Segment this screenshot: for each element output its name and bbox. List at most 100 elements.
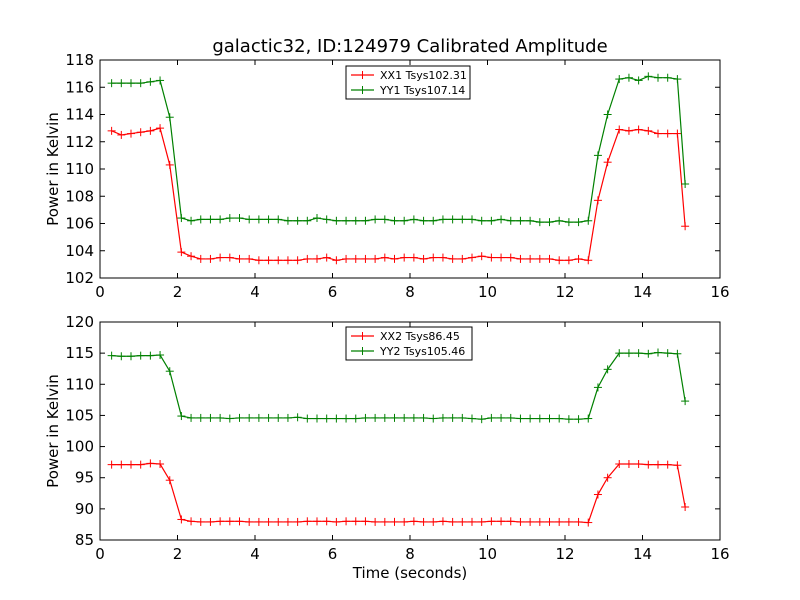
- x-tick-label: 0: [95, 545, 105, 563]
- y-axis-label: Power in Kelvin: [44, 112, 62, 226]
- data-point: [574, 517, 583, 526]
- data-point: [303, 517, 312, 526]
- x-tick-label: 14: [633, 283, 652, 301]
- data-point: [165, 113, 174, 122]
- data-point: [351, 216, 360, 225]
- data-point: [603, 365, 612, 374]
- data-point: [516, 517, 525, 526]
- data-point: [390, 517, 399, 526]
- data-point: [429, 517, 438, 526]
- data-point: [216, 413, 225, 422]
- data-point: [438, 413, 447, 422]
- data-point: [526, 254, 535, 263]
- legend-item: YY2 Tsys105.46: [351, 345, 465, 358]
- data-point: [322, 215, 331, 224]
- y-tick-label: 112: [65, 133, 94, 151]
- data-point: [332, 414, 341, 423]
- legend-item: XX1 Tsys102.31: [351, 69, 467, 82]
- data-point: [555, 216, 564, 225]
- data-point: [487, 216, 496, 225]
- data-point: [361, 254, 370, 263]
- data-point: [177, 412, 186, 421]
- data-point: [254, 215, 263, 224]
- x-tick-label: 4: [250, 545, 260, 563]
- data-point: [681, 502, 690, 511]
- data-point: [409, 253, 418, 262]
- data-point: [371, 517, 380, 526]
- data-point: [390, 216, 399, 225]
- data-point: [254, 413, 263, 422]
- y-tick-label: 104: [65, 242, 94, 260]
- data-point: [146, 351, 155, 360]
- data-point: [644, 72, 653, 81]
- data-point: [206, 215, 215, 224]
- legend: XX2 Tsys86.45 YY2 Tsys105.46: [345, 326, 473, 361]
- data-point: [322, 253, 331, 262]
- data-point: [487, 517, 496, 526]
- data-point: [117, 352, 126, 361]
- data-point: [303, 216, 312, 225]
- y-tick-label: 95: [75, 469, 94, 487]
- data-point: [293, 256, 302, 265]
- data-point: [615, 125, 624, 134]
- data-point: [264, 413, 273, 422]
- data-point: [254, 517, 263, 526]
- data-point: [156, 351, 165, 360]
- data-point: [264, 256, 273, 265]
- data-point: [419, 517, 428, 526]
- y-tick-label: 115: [65, 344, 94, 362]
- data-point: [274, 517, 283, 526]
- data-point: [117, 460, 126, 469]
- y-tick-label: 110: [65, 160, 94, 178]
- data-point: [322, 517, 331, 526]
- data-point: [624, 126, 633, 135]
- data-point: [429, 253, 438, 262]
- data-point: [165, 160, 174, 169]
- y-axis-label: Power in Kelvin: [44, 374, 62, 488]
- data-point: [196, 215, 205, 224]
- data-point: [235, 214, 244, 223]
- data-point: [644, 349, 653, 358]
- data-point: [654, 129, 662, 138]
- data-point: [235, 413, 244, 422]
- data-point: [254, 256, 263, 265]
- data-point: [477, 415, 486, 424]
- data-point: [468, 253, 476, 262]
- data-point: [371, 254, 380, 263]
- data-point: [468, 215, 476, 224]
- data-point: [448, 254, 457, 263]
- data-point: [127, 352, 135, 361]
- data-point: [419, 254, 428, 263]
- data-point: [564, 218, 573, 227]
- x-tick-label: 16: [710, 545, 729, 563]
- data-point: [313, 414, 321, 423]
- data-point: [177, 248, 186, 257]
- legend-label: XX2 Tsys86.45: [380, 330, 460, 343]
- data-point: [127, 79, 135, 88]
- x-tick-label: 12: [555, 545, 574, 563]
- data-point: [165, 476, 174, 485]
- data-point: [468, 517, 476, 526]
- data-point: [593, 383, 602, 392]
- data-point: [107, 126, 116, 135]
- data-point: [196, 254, 205, 263]
- data-point: [545, 517, 554, 526]
- data-point: [187, 216, 196, 225]
- data-point: [206, 254, 215, 263]
- data-point: [545, 414, 554, 423]
- data-point: [107, 79, 116, 88]
- data-point: [283, 413, 292, 422]
- data-point: [380, 517, 389, 526]
- data-point: [487, 413, 496, 422]
- data-point: [458, 254, 467, 263]
- data-point: [117, 79, 126, 88]
- data-point: [574, 415, 583, 424]
- data-point: [663, 129, 672, 138]
- data-point: [216, 517, 225, 526]
- data-point: [127, 460, 135, 469]
- data-point: [351, 254, 360, 263]
- data-point: [419, 413, 428, 422]
- series-1: [107, 124, 690, 265]
- data-point: [206, 517, 215, 526]
